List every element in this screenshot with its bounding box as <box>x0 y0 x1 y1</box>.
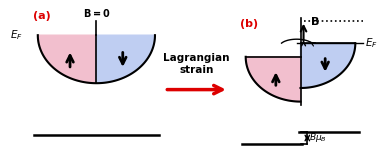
Text: (a): (a) <box>33 11 50 21</box>
Text: $B\mu_B$: $B\mu_B$ <box>309 132 327 144</box>
Polygon shape <box>246 57 301 102</box>
Text: $E_F$: $E_F$ <box>10 28 23 42</box>
Polygon shape <box>96 35 155 83</box>
Text: Lagrangian
strain: Lagrangian strain <box>163 53 230 75</box>
Text: (b): (b) <box>240 19 259 29</box>
Text: $\mathbf{B}$: $\mathbf{B}$ <box>310 15 320 27</box>
Text: $E_F$: $E_F$ <box>365 36 378 50</box>
Polygon shape <box>301 43 355 88</box>
Polygon shape <box>38 35 96 83</box>
Text: $\mathbf{B= 0}$: $\mathbf{B= 0}$ <box>82 7 110 19</box>
